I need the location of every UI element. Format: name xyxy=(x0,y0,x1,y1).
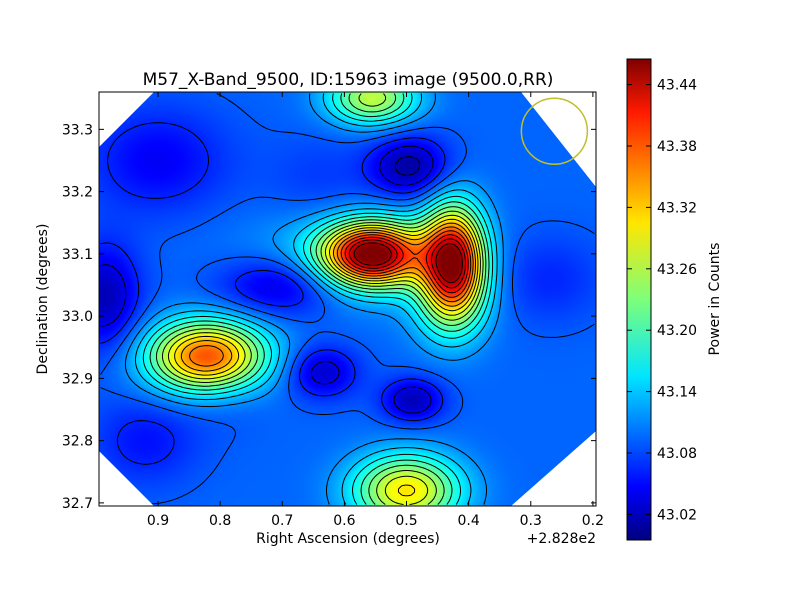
contour-level-9 xyxy=(161,93,484,505)
contour-level-5 xyxy=(134,93,498,505)
y-tick-label: 33.1 xyxy=(62,247,93,263)
contour-level-16 xyxy=(348,238,466,289)
x-tick-label: 0.2 xyxy=(582,513,604,529)
y-tick-label: 32.7 xyxy=(62,496,93,512)
y-axis: 32.7 32.8 32.9 33.0 33.1 33.2 33.3 xyxy=(62,122,596,512)
colorbar-gradient xyxy=(626,58,652,541)
colorbar-tick-label: 43.08 xyxy=(657,446,697,462)
colorbar-tick-label: 43.38 xyxy=(657,139,697,155)
x-tick-label: 0.8 xyxy=(209,513,231,529)
x-axis: 0.9 0.8 0.7 0.6 0.5 0.4 0.3 0.2 xyxy=(147,92,604,529)
contour-level-2 xyxy=(100,122,446,465)
colorbar-tick-label: 43.14 xyxy=(657,385,697,401)
x-tick-label: 0.5 xyxy=(395,513,417,529)
x-axis-label: Right Ascension (degrees) xyxy=(256,531,440,547)
colorbar-tick-label: 43.26 xyxy=(657,262,697,278)
contour-level-0 xyxy=(394,156,421,176)
contour-level-13 xyxy=(189,226,474,367)
x-tick-label: 0.6 xyxy=(333,513,355,529)
y-tick-label: 32.8 xyxy=(62,434,93,450)
colorbar-tick-label: 43.44 xyxy=(657,78,697,94)
contour-lines xyxy=(100,93,595,505)
contour-level-11 xyxy=(174,218,479,497)
x-offset-label: +2.828e2 xyxy=(527,531,596,547)
y-axis-label: Declination (degrees) xyxy=(35,224,51,375)
x-tick-label: 0.3 xyxy=(520,513,542,529)
x-tick-label: 0.4 xyxy=(458,513,480,529)
contour-level-3 xyxy=(100,93,595,505)
contour-level-4 xyxy=(124,93,504,505)
contour-level-17 xyxy=(353,242,463,284)
chart-title: M57_X-Band_9500, ID:15963 image (9500.0,… xyxy=(143,70,554,90)
contour-level-8 xyxy=(155,93,487,505)
colorbar-tick-label: 43.32 xyxy=(657,200,697,216)
plot-area xyxy=(99,92,596,506)
y-tick-label: 33.0 xyxy=(62,309,93,325)
contour-level-1 xyxy=(100,145,434,414)
contour-level-14 xyxy=(340,230,472,298)
colorbar-label: Power in Counts xyxy=(707,243,723,356)
x-tick-label: 0.9 xyxy=(147,513,169,529)
x-tick-label: 0.7 xyxy=(271,513,293,529)
contour-level-6 xyxy=(142,93,494,505)
contour-level-15 xyxy=(344,234,469,294)
beam-circle xyxy=(520,97,589,165)
contour-level-12 xyxy=(180,222,476,372)
colorbar: 43.02 43.08 43.14 43.20 43.26 43.32 43.38 43.44… xyxy=(626,58,723,541)
plot-frame xyxy=(98,91,597,507)
contour-level-10 xyxy=(167,214,481,505)
colorbar-ticks: 43.02 43.08 43.14 43.20 43.26 43.32 43.38 43.44 xyxy=(627,78,697,523)
y-tick-label: 32.9 xyxy=(62,371,93,387)
y-tick-label: 33.2 xyxy=(62,185,93,201)
colorbar-tick-label: 43.02 xyxy=(657,507,697,523)
contour-level-7 xyxy=(149,93,490,505)
colorbar-tick-label: 43.20 xyxy=(657,323,697,339)
y-tick-label: 33.3 xyxy=(62,122,93,138)
